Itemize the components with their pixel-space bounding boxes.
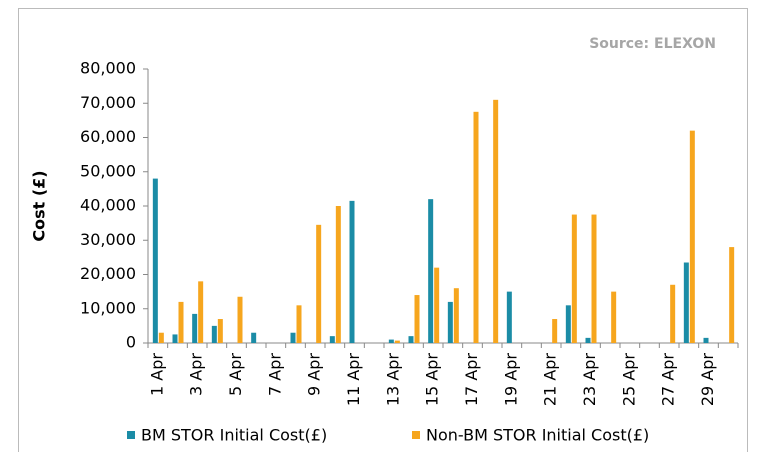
x-tick-label: 15 Apr xyxy=(423,353,442,407)
bar xyxy=(211,325,217,343)
bar xyxy=(296,305,302,343)
legend-swatch xyxy=(412,431,420,439)
x-tick-label: 27 Apr xyxy=(659,353,678,407)
bar xyxy=(447,301,453,343)
bar xyxy=(251,332,257,343)
chart-border xyxy=(18,8,748,452)
x-tick-label: 5 Apr xyxy=(226,353,245,396)
bar xyxy=(158,332,164,343)
bar xyxy=(585,337,591,343)
y-tick-label: 80,000 xyxy=(80,59,136,78)
x-tick-label: 17 Apr xyxy=(462,353,481,407)
y-tick-label: 0 xyxy=(126,333,136,352)
legend-swatch xyxy=(127,431,135,439)
x-tick-label: 21 Apr xyxy=(541,353,560,407)
x-tick-label: 3 Apr xyxy=(187,353,206,396)
bar xyxy=(493,99,499,343)
bar xyxy=(670,284,676,343)
bar xyxy=(729,247,735,343)
bar xyxy=(192,313,198,343)
bar xyxy=(565,305,571,343)
bar xyxy=(329,336,335,343)
bar xyxy=(434,267,440,343)
y-axis-label: Cost (£) xyxy=(30,170,49,241)
bar xyxy=(552,319,558,343)
bar xyxy=(428,199,434,343)
bar xyxy=(198,281,204,343)
bar xyxy=(611,291,617,343)
bar xyxy=(453,288,459,343)
bar xyxy=(349,200,355,343)
bar xyxy=(217,319,223,343)
y-tick-label: 30,000 xyxy=(80,230,136,249)
bar xyxy=(290,332,296,343)
bar xyxy=(408,336,414,343)
bar xyxy=(571,214,577,343)
legend-label: BM STOR Initial Cost(£) xyxy=(141,426,327,445)
bar xyxy=(316,224,322,343)
bar xyxy=(394,340,400,343)
source-note: Source: ELEXON xyxy=(589,36,716,52)
x-tick-label: 1 Apr xyxy=(147,353,166,396)
bar xyxy=(506,291,512,343)
bar xyxy=(591,214,597,343)
x-tick-label: 7 Apr xyxy=(265,353,284,396)
x-tick-label: 19 Apr xyxy=(501,353,520,407)
legend-label: Non-BM STOR Initial Cost(£) xyxy=(426,426,649,445)
bar xyxy=(237,296,243,343)
bar xyxy=(335,206,341,343)
bar xyxy=(703,337,709,343)
bar xyxy=(178,301,184,343)
bar xyxy=(473,111,479,343)
y-tick-label: 10,000 xyxy=(80,298,136,317)
bar xyxy=(152,178,158,343)
bar xyxy=(414,295,420,343)
x-tick-label: 29 Apr xyxy=(698,353,717,407)
y-tick-label: 60,000 xyxy=(80,127,136,146)
bar xyxy=(388,339,394,343)
x-tick-label: 9 Apr xyxy=(305,353,324,396)
bar xyxy=(172,334,178,343)
y-tick-label: 40,000 xyxy=(80,196,136,215)
bar xyxy=(689,130,695,343)
y-tick-label: 20,000 xyxy=(80,264,136,283)
y-tick-label: 50,000 xyxy=(80,161,136,180)
x-tick-label: 23 Apr xyxy=(580,353,599,407)
x-tick-label: 13 Apr xyxy=(383,353,402,407)
y-tick-label: 70,000 xyxy=(80,93,136,112)
x-tick-label: 11 Apr xyxy=(344,353,363,407)
bar xyxy=(683,262,689,343)
x-tick-label: 25 Apr xyxy=(619,353,638,407)
